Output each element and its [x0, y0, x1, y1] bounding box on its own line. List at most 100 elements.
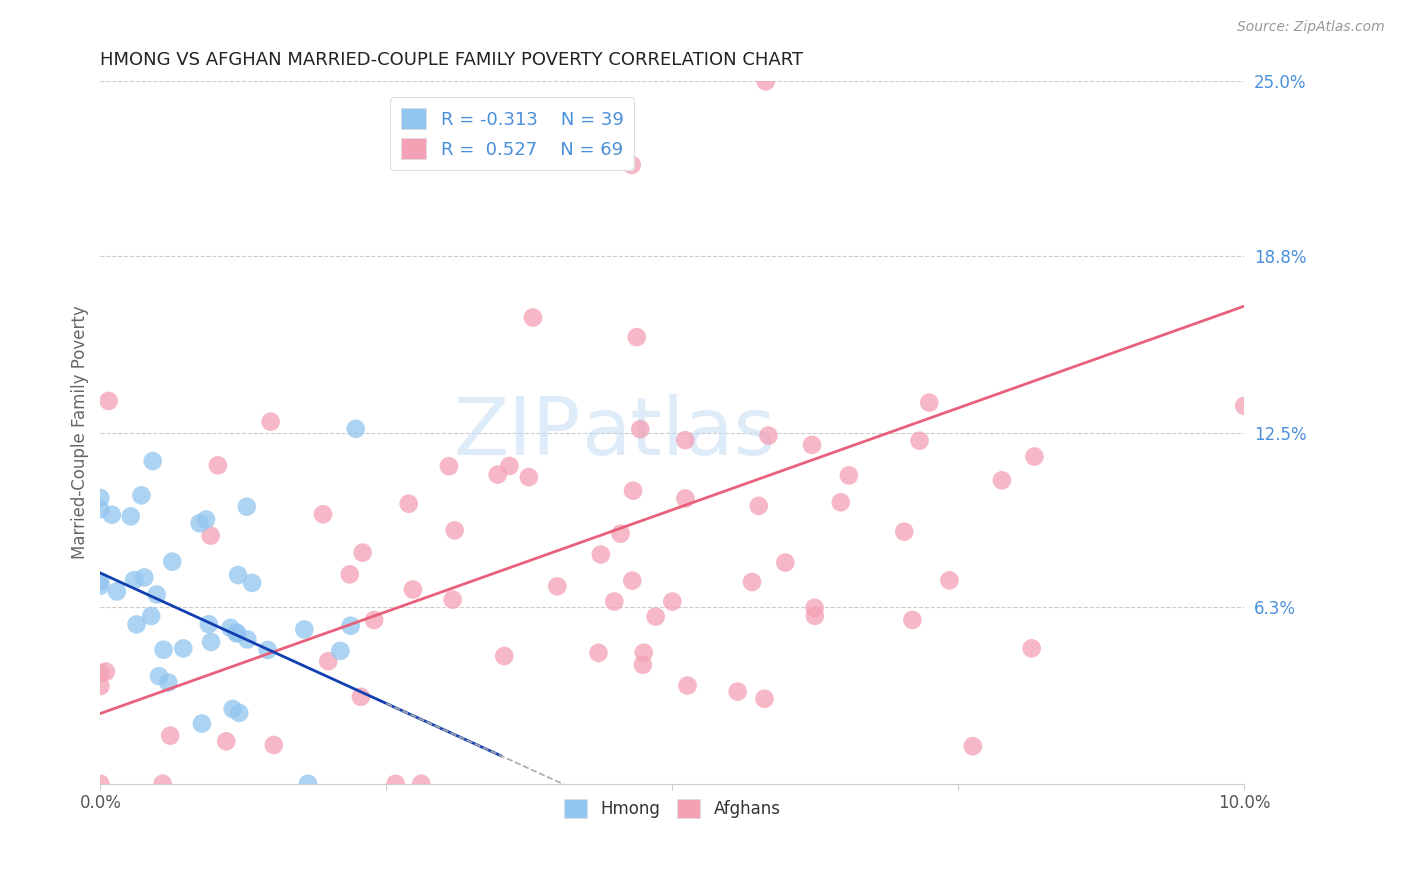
Point	[120, 509, 142, 524]
Point	[402, 582, 425, 597]
Point	[172, 641, 194, 656]
Point	[125, 617, 148, 632]
Point	[486, 467, 509, 482]
Point	[631, 657, 654, 672]
Point	[89, 777, 111, 791]
Point	[441, 592, 464, 607]
Point	[263, 738, 285, 752]
Point	[89, 491, 111, 505]
Point	[89, 502, 111, 516]
Point	[384, 777, 406, 791]
Point	[661, 594, 683, 608]
Point	[838, 468, 860, 483]
Point	[131, 488, 153, 502]
Point	[673, 491, 696, 506]
Point	[918, 395, 941, 409]
Point	[676, 679, 699, 693]
Point	[603, 594, 626, 608]
Point	[195, 512, 218, 526]
Point	[152, 642, 174, 657]
Point	[1021, 641, 1043, 656]
Point	[801, 438, 824, 452]
Point	[339, 618, 361, 632]
Point	[748, 499, 770, 513]
Point	[222, 702, 245, 716]
Point	[901, 613, 924, 627]
Point	[621, 574, 644, 588]
Point	[236, 632, 259, 647]
Point	[893, 524, 915, 539]
Point	[94, 665, 117, 679]
Point	[350, 690, 373, 704]
Point	[754, 691, 776, 706]
Point	[89, 574, 111, 589]
Point	[188, 516, 211, 531]
Point	[159, 729, 181, 743]
Point	[727, 684, 749, 698]
Point	[628, 422, 651, 436]
Point	[398, 497, 420, 511]
Point	[162, 555, 184, 569]
Point	[804, 608, 827, 623]
Point	[443, 524, 465, 538]
Point	[908, 434, 931, 448]
Point	[148, 669, 170, 683]
Point	[633, 646, 655, 660]
Point	[226, 568, 249, 582]
Legend: Hmong, Afghans: Hmong, Afghans	[557, 792, 787, 824]
Point	[546, 579, 568, 593]
Point	[157, 675, 180, 690]
Point	[755, 74, 778, 88]
Point	[240, 575, 263, 590]
Point	[191, 716, 214, 731]
Point	[517, 470, 540, 484]
Point	[89, 579, 111, 593]
Point	[142, 454, 165, 468]
Point	[200, 635, 222, 649]
Point	[991, 473, 1014, 487]
Point	[134, 570, 156, 584]
Text: atlas: atlas	[581, 393, 775, 472]
Point	[259, 415, 281, 429]
Text: Source: ZipAtlas.com: Source: ZipAtlas.com	[1237, 20, 1385, 34]
Point	[316, 654, 339, 668]
Point	[152, 777, 174, 791]
Point	[141, 609, 163, 624]
Point	[609, 526, 631, 541]
Point	[97, 393, 120, 408]
Point	[105, 584, 128, 599]
Point	[673, 434, 696, 448]
Point	[626, 330, 648, 344]
Point	[775, 556, 797, 570]
Point	[494, 648, 516, 663]
Point	[758, 428, 780, 442]
Point	[292, 623, 315, 637]
Point	[89, 679, 111, 693]
Point	[225, 625, 247, 640]
Point	[1233, 399, 1256, 413]
Point	[589, 548, 612, 562]
Point	[207, 458, 229, 473]
Point	[297, 777, 319, 791]
Point	[1024, 450, 1046, 464]
Point	[522, 310, 544, 325]
Point	[962, 739, 984, 754]
Point	[339, 567, 361, 582]
Y-axis label: Married-Couple Family Poverty: Married-Couple Family Poverty	[72, 306, 89, 559]
Point	[620, 158, 643, 172]
Point	[122, 573, 145, 587]
Point	[411, 777, 433, 791]
Point	[498, 458, 520, 473]
Point	[803, 600, 825, 615]
Point	[644, 609, 666, 624]
Point	[236, 500, 259, 514]
Point	[225, 626, 247, 640]
Point	[363, 613, 385, 627]
Text: HMONG VS AFGHAN MARRIED-COUPLE FAMILY POVERTY CORRELATION CHART: HMONG VS AFGHAN MARRIED-COUPLE FAMILY PO…	[100, 51, 803, 69]
Point	[256, 643, 278, 657]
Point	[89, 665, 111, 680]
Point	[741, 574, 763, 589]
Point	[215, 734, 238, 748]
Point	[352, 546, 374, 560]
Point	[200, 528, 222, 542]
